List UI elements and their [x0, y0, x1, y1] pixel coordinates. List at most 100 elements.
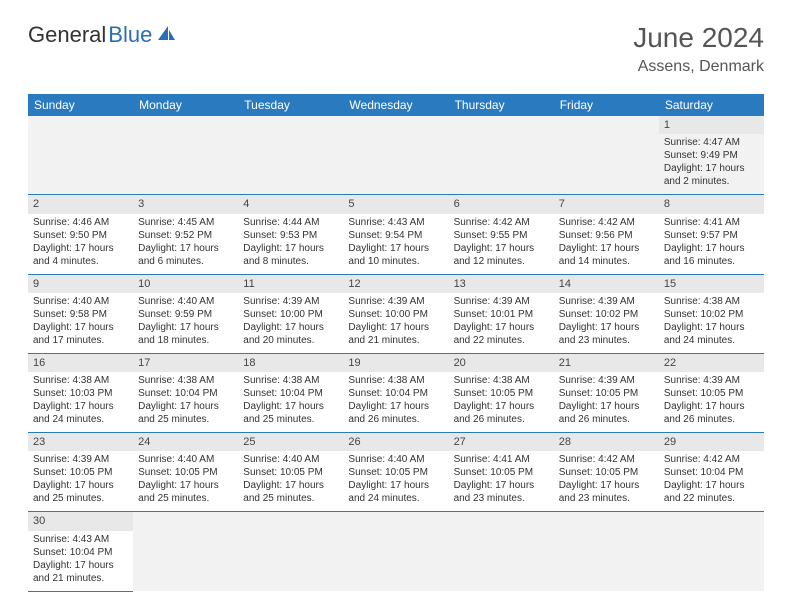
daylight-label: Daylight: 17 hours and 21 minutes.: [33, 559, 128, 585]
calendar-cell: 30Sunrise: 4:43 AMSunset: 10:04 PMDaylig…: [28, 512, 133, 591]
day-details: Sunrise: 4:40 AMSunset: 9:58 PMDaylight:…: [33, 295, 128, 347]
sunset-label: Sunset: 9:52 PM: [138, 229, 233, 242]
day-details: Sunrise: 4:43 AMSunset: 10:04 PMDaylight…: [33, 533, 128, 585]
calendar-row: 2 Sunrise: 4:46 AMSunset: 9:50 PMDaylight…: [28, 195, 764, 274]
day-number: 16: [28, 354, 133, 372]
sunrise-label: Sunrise: 4:42 AM: [664, 453, 759, 466]
day-number: 4: [238, 195, 343, 213]
daylight-label: Daylight: 17 hours and 23 minutes.: [559, 321, 654, 347]
sunrise-label: Sunrise: 4:40 AM: [33, 295, 128, 308]
day-number: 9: [28, 275, 133, 293]
calendar-row: 1Sunrise: 4:47 AMSunset: 9:49 PMDaylight…: [28, 116, 764, 195]
day-number: 1: [659, 116, 764, 134]
logo: GeneralBlue: [28, 22, 176, 48]
day-number: 20: [449, 354, 554, 372]
day-number: 28: [554, 433, 659, 451]
daylight-label: Daylight: 17 hours and 25 minutes.: [33, 479, 128, 505]
calendar-cell: 8Sunrise: 4:41 AMSunset: 9:57 PMDaylight…: [659, 195, 764, 274]
sunrise-label: Sunrise: 4:39 AM: [33, 453, 128, 466]
calendar-cell: [343, 116, 448, 195]
logo-text-part2: Blue: [108, 22, 152, 48]
daylight-label: Daylight: 17 hours and 16 minutes.: [664, 242, 759, 268]
day-number: 7: [554, 195, 659, 213]
day-details: Sunrise: 4:40 AMSunset: 10:05 PMDaylight…: [348, 453, 443, 505]
day-details: Sunrise: 4:39 AMSunset: 10:02 PMDaylight…: [559, 295, 654, 347]
daylight-label: Daylight: 17 hours and 6 minutes.: [138, 242, 233, 268]
title-block: June 2024 Assens, Denmark: [633, 22, 764, 76]
daylight-label: Daylight: 17 hours and 20 minutes.: [243, 321, 338, 347]
sunrise-label: Sunrise: 4:39 AM: [559, 295, 654, 308]
sunset-label: Sunset: 9:59 PM: [138, 308, 233, 321]
day-details: Sunrise: 4:40 AMSunset: 9:59 PMDaylight:…: [138, 295, 233, 347]
calendar-cell: 4Sunrise: 4:44 AMSunset: 9:53 PMDaylight…: [238, 195, 343, 274]
day-number: 19: [343, 354, 448, 372]
calendar-table: Sunday Monday Tuesday Wednesday Thursday…: [28, 94, 764, 592]
sunset-label: Sunset: 10:04 PM: [243, 387, 338, 400]
sunrise-label: Sunrise: 4:38 AM: [454, 374, 549, 387]
sunrise-label: Sunrise: 4:38 AM: [664, 295, 759, 308]
sunrise-label: Sunrise: 4:41 AM: [664, 216, 759, 229]
sunrise-label: Sunrise: 4:42 AM: [559, 453, 654, 466]
sunrise-label: Sunrise: 4:42 AM: [454, 216, 549, 229]
sunset-label: Sunset: 10:01 PM: [454, 308, 549, 321]
calendar-cell: 29Sunrise: 4:42 AMSunset: 10:04 PMDaylig…: [659, 433, 764, 512]
sunset-label: Sunset: 10:04 PM: [33, 546, 128, 559]
calendar-cell: 14Sunrise: 4:39 AMSunset: 10:02 PMDaylig…: [554, 274, 659, 353]
day-number: 22: [659, 354, 764, 372]
sunset-label: Sunset: 10:02 PM: [559, 308, 654, 321]
calendar-cell: 18Sunrise: 4:38 AMSunset: 10:04 PMDaylig…: [238, 353, 343, 432]
day-details: Sunrise: 4:38 AMSunset: 10:03 PMDaylight…: [33, 374, 128, 426]
day-number: 2: [28, 195, 133, 213]
calendar-cell: 7Sunrise: 4:42 AMSunset: 9:56 PMDaylight…: [554, 195, 659, 274]
weekday-saturday: Saturday: [659, 94, 764, 116]
day-number: 5: [343, 195, 448, 213]
day-number: 26: [343, 433, 448, 451]
daylight-label: Daylight: 17 hours and 24 minutes.: [664, 321, 759, 347]
calendar-cell: [133, 116, 238, 195]
sunset-label: Sunset: 9:49 PM: [664, 149, 759, 162]
day-details: Sunrise: 4:40 AMSunset: 10:05 PMDaylight…: [243, 453, 338, 505]
day-details: Sunrise: 4:39 AMSunset: 10:00 PMDaylight…: [348, 295, 443, 347]
daylight-label: Daylight: 17 hours and 21 minutes.: [348, 321, 443, 347]
sunset-label: Sunset: 10:05 PM: [664, 387, 759, 400]
calendar-cell: 3Sunrise: 4:45 AMSunset: 9:52 PMDaylight…: [133, 195, 238, 274]
sunset-label: Sunset: 10:05 PM: [454, 466, 549, 479]
daylight-label: Daylight: 17 hours and 26 minutes.: [348, 400, 443, 426]
sunset-label: Sunset: 10:04 PM: [348, 387, 443, 400]
header: GeneralBlue June 2024 Assens, Denmark: [0, 0, 792, 84]
day-number: 12: [343, 275, 448, 293]
calendar-cell: [133, 512, 238, 591]
sunrise-label: Sunrise: 4:41 AM: [454, 453, 549, 466]
sail-icon: [156, 22, 176, 48]
day-number: 8: [659, 195, 764, 213]
day-details: Sunrise: 4:42 AMSunset: 9:55 PMDaylight:…: [454, 216, 549, 268]
calendar-cell: [238, 116, 343, 195]
sunset-label: Sunset: 10:00 PM: [243, 308, 338, 321]
calendar-cell: 5 Sunrise: 4:43 AMSunset: 9:54 PMDaylight…: [343, 195, 448, 274]
sunrise-label: Sunrise: 4:40 AM: [243, 453, 338, 466]
sunset-label: Sunset: 9:58 PM: [33, 308, 128, 321]
calendar-cell: 23Sunrise: 4:39 AMSunset: 10:05 PMDaylig…: [28, 433, 133, 512]
day-number: 6: [449, 195, 554, 213]
sunrise-label: Sunrise: 4:38 AM: [243, 374, 338, 387]
sunrise-label: Sunrise: 4:47 AM: [664, 136, 759, 149]
calendar-cell: 16 Sunrise: 4:38 AMSunset: 10:03 PMDaylig…: [28, 353, 133, 432]
daylight-label: Daylight: 17 hours and 10 minutes.: [348, 242, 443, 268]
sunrise-label: Sunrise: 4:43 AM: [348, 216, 443, 229]
calendar-cell: 17Sunrise: 4:38 AMSunset: 10:04 PMDaylig…: [133, 353, 238, 432]
sunrise-label: Sunrise: 4:40 AM: [138, 453, 233, 466]
day-details: Sunrise: 4:39 AMSunset: 10:00 PMDaylight…: [243, 295, 338, 347]
calendar-cell: 15Sunrise: 4:38 AMSunset: 10:02 PMDaylig…: [659, 274, 764, 353]
day-details: Sunrise: 4:43 AMSunset: 9:54 PMDaylight:…: [348, 216, 443, 268]
calendar-row: 30Sunrise: 4:43 AMSunset: 10:04 PMDaylig…: [28, 512, 764, 591]
day-details: Sunrise: 4:46 AMSunset: 9:50 PMDaylight:…: [33, 216, 128, 268]
daylight-label: Daylight: 17 hours and 22 minutes.: [454, 321, 549, 347]
daylight-label: Daylight: 17 hours and 8 minutes.: [243, 242, 338, 268]
sunset-label: Sunset: 9:54 PM: [348, 229, 443, 242]
day-details: Sunrise: 4:38 AMSunset: 10:02 PMDaylight…: [664, 295, 759, 347]
day-number: 21: [554, 354, 659, 372]
sunrise-label: Sunrise: 4:45 AM: [138, 216, 233, 229]
day-details: Sunrise: 4:38 AMSunset: 10:04 PMDaylight…: [243, 374, 338, 426]
calendar-cell: [343, 512, 448, 591]
daylight-label: Daylight: 17 hours and 14 minutes.: [559, 242, 654, 268]
